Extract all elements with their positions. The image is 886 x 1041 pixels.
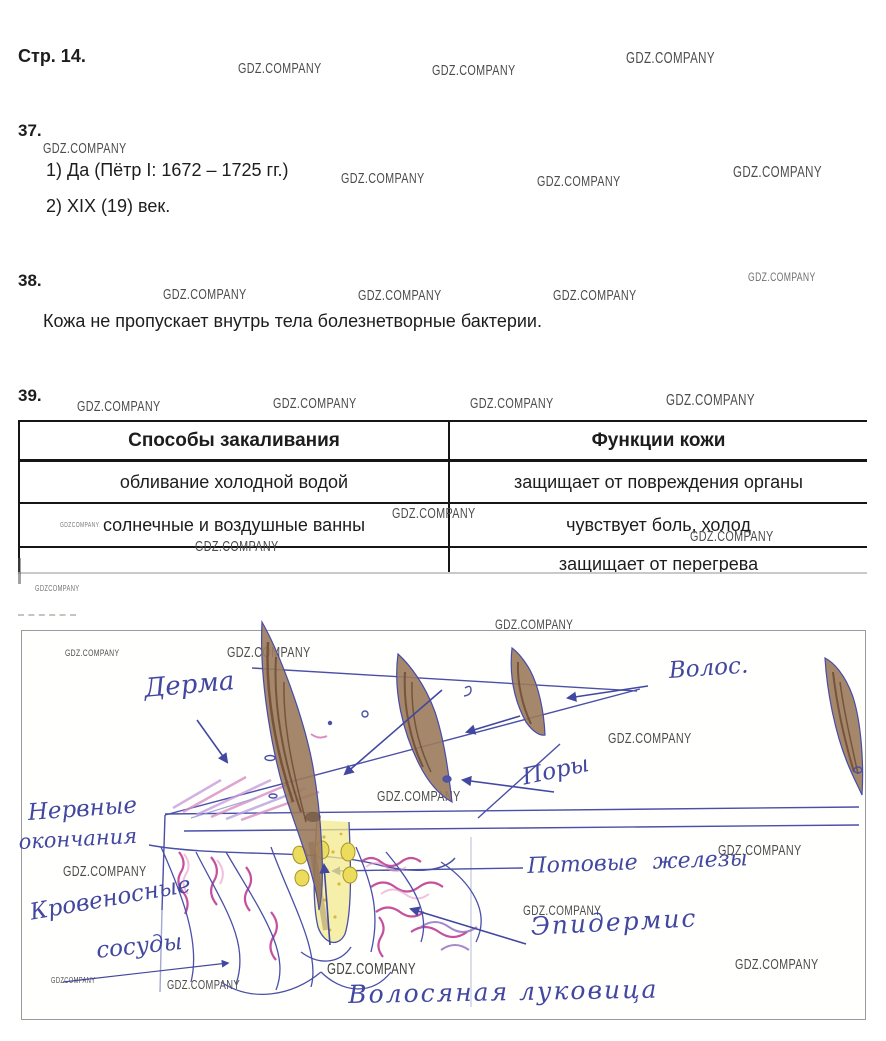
section-39-number: 39. [18,386,42,405]
watermark: GDZ.COMPANY [327,961,416,978]
watermark: GDZ.COMPANY [735,956,819,973]
watermark: GDZ.COMPANY [341,170,425,187]
watermark: GDZ.COMPANY [470,395,554,412]
watermark: GDZ.COMPANY [195,538,279,555]
watermark: GDZ.COMPANY [377,788,461,805]
label-hair-bulb: Волосяная луковица [348,974,659,1009]
watermark: GDZ.COMPANY [666,392,755,409]
watermark: GDZ.COMPANY [495,616,574,632]
watermark: GDZ.COMPANY [238,60,322,77]
watermark: GDZ.COMPANY [273,395,357,412]
watermark: GDZ.COMPANY [63,863,147,880]
watermark: GDZ.COMPANY [163,286,247,303]
watermark: GDZ.COMPANY [432,62,516,79]
watermark: GDZ.COMPANY [626,50,715,67]
table-header-methods: Способы закаливания [18,420,450,462]
watermark: GDZ.COMPANY [537,173,621,190]
watermark: GDZ.COMPANY [608,730,692,747]
watermark: GDZ.COMPANY [718,842,802,859]
watermark: GDZ.COMPANY [358,287,442,304]
watermark: GDZ.COMPANY [690,528,774,545]
watermark: GDZCOMPANY [35,584,80,593]
section-37-number: 37. [18,121,42,140]
table-header-functions: Функции кожи [448,420,867,462]
watermark: GDZ.COMPANY [227,644,311,661]
answers-table-39: Способы закаливания Функции кожи обливан… [18,420,867,574]
watermark: GDZ.COMPANY [523,902,602,918]
scan-smudge [18,558,21,584]
watermark: GDZ.COMPANY [43,140,127,157]
watermark: GDZ.COMPANY [65,648,120,659]
watermark: GDZ.COMPANY [167,977,240,992]
watermark: GDZ.COMPANY [733,164,822,181]
table-cell: чувствует боль, холод [448,502,867,548]
watermark: GDZ.COMPANY [748,270,816,284]
answer-37-1: 1) Да (Пётр I: 1672 – 1725 гг.) [46,160,289,180]
page-title: Стр. 14. [18,46,86,66]
watermark: GDZ.COMPANY [77,398,161,415]
table-cell [18,546,450,572]
faint-dashes [18,614,76,616]
table-cell: защищает от перегрева [448,546,867,572]
answer-37-2: 2) XIX (19) век. [46,196,171,216]
section-38-number: 38. [18,271,42,290]
watermark: GDZ.COMPANY [392,505,476,522]
table-cell: солнечные и воздушные ванны [18,502,450,548]
watermark: GDZCOMPANY [60,522,100,529]
watermark: GDZCOMPANY [51,976,96,985]
table-cell: защищает от повреждения органы [448,459,867,504]
table-cell: обливание холодной водой [18,459,450,504]
label-hair: Волос. [668,652,750,684]
answer-38: Кожа не пропускает внутрь тела болезнетв… [43,311,542,331]
watermark: GDZ.COMPANY [553,287,637,304]
